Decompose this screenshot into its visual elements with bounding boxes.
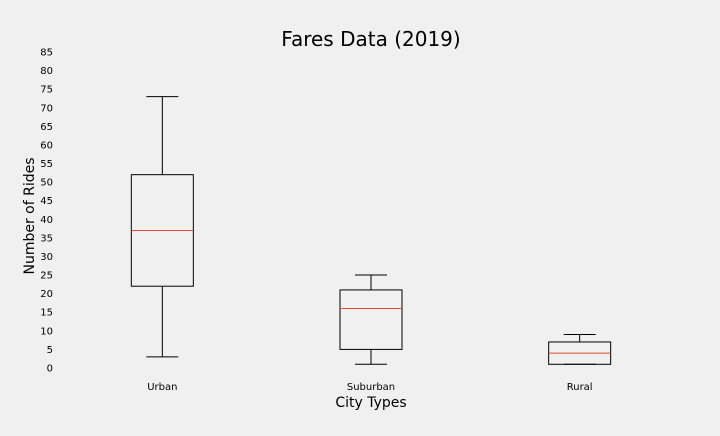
y-tick-label: 0	[47, 364, 53, 375]
boxes-group	[130, 96, 612, 365]
x-tick-label: Rural	[567, 382, 593, 393]
y-tick-label: 20	[40, 289, 53, 300]
y-tick-label: 70	[40, 103, 53, 114]
y-tick-label: 10	[40, 326, 53, 337]
y-tick-label: 60	[40, 140, 53, 151]
y-tick-label: 30	[40, 252, 53, 263]
box-suburban	[339, 274, 403, 365]
y-tick-label: 50	[40, 178, 53, 189]
y-tick-label: 5	[47, 345, 53, 356]
y-tick-label: 75	[40, 85, 53, 96]
y-axis-label: Number of Rides	[22, 157, 38, 274]
x-axis-ticks: Urban Suburban Rural	[147, 382, 592, 393]
y-tick-label: 25	[40, 271, 53, 282]
box-rural	[548, 334, 612, 365]
box-urban	[130, 96, 194, 358]
y-tick-label: 35	[40, 233, 53, 244]
iqr-box	[339, 289, 403, 350]
y-tick-label: 65	[40, 122, 53, 133]
x-tick-label: Urban	[147, 382, 177, 393]
y-tick-label: 45	[40, 196, 53, 207]
y-tick-label: 40	[40, 215, 53, 226]
y-tick-label: 55	[40, 159, 53, 170]
chart-title: Fares Data (2019)	[281, 27, 460, 51]
y-axis-ticks: 0 5 10 15 20 25 30 35 40 45 50 55 60 65 70 75 80 85	[40, 48, 53, 375]
y-tick-label: 80	[40, 66, 53, 77]
y-tick-label: 85	[40, 48, 53, 59]
y-tick-label: 15	[40, 308, 53, 319]
x-tick-label: Suburban	[347, 382, 395, 393]
x-axis-label: City Types	[335, 395, 406, 411]
